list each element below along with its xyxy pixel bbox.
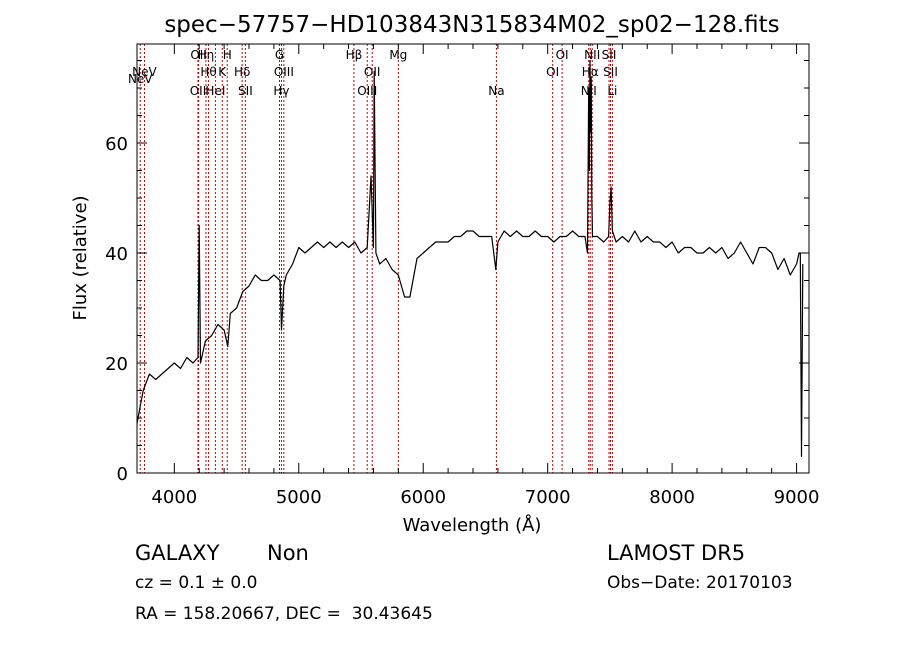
emission-line-labels: NeVNeVOIIOIIHηHθHeIKHHδSIIGHγOIIIHβOIIIO… (128, 48, 618, 98)
line-label: OIII (357, 84, 377, 98)
x-axis-ticks: 4000 5000 6000 7000 8000 9000 (151, 44, 819, 508)
line-label: HeI (205, 84, 225, 98)
line-label: OII (364, 65, 381, 79)
spectrum-series (136, 59, 804, 458)
line-label: NeV (132, 65, 157, 79)
line-label: Hθ (200, 65, 216, 79)
object-subclass: Non (267, 541, 309, 565)
line-label: OIII (274, 65, 294, 79)
object-class: GALAXY (135, 541, 220, 565)
line-label: K (218, 65, 227, 79)
spectrum-line (136, 59, 804, 458)
line-label: SII (602, 48, 617, 62)
line-label: Hδ (234, 65, 250, 79)
x-tick-label: 6000 (400, 487, 446, 508)
line-label: Li (607, 84, 617, 98)
line-label: Hη (198, 48, 215, 62)
y-tick-label: 0 (117, 464, 128, 485)
line-label: OII (190, 48, 207, 62)
survey-name: LAMOST DR5 (607, 541, 746, 565)
line-label: Na (488, 84, 504, 98)
x-tick-label: 5000 (276, 487, 322, 508)
x-axis-label: Wavelength (Å) (403, 514, 542, 536)
y-axis-ticks: 0 20 40 60 (105, 60, 809, 485)
chart-title: spec−57757−HD103843N315834M02_sp02−128.f… (164, 12, 779, 38)
redshift-text: cz = 0.1 ± 0.0 (135, 573, 258, 593)
y-tick-label: 20 (105, 354, 128, 375)
coordinates-text: RA = 158.20667, DEC = 30.43645 (135, 604, 433, 624)
line-label: Hβ (346, 48, 363, 62)
line-label: NeV (128, 72, 153, 86)
line-label: H (223, 48, 232, 62)
line-label: SII (238, 84, 253, 98)
x-tick-label: 7000 (525, 487, 571, 508)
line-label: Hγ (273, 84, 289, 98)
line-label: Mg (389, 48, 407, 62)
y-tick-label: 60 (105, 134, 128, 155)
line-label: OI (556, 48, 569, 62)
observation-date: Obs−Date: 20170103 (607, 573, 793, 593)
x-tick-label: 9000 (774, 487, 820, 508)
y-tick-label: 40 (105, 244, 128, 265)
line-label: OII (190, 84, 207, 98)
y-axis-label: Flux (relative) (70, 195, 91, 320)
x-tick-label: 4000 (151, 487, 197, 508)
line-label: G (275, 48, 284, 62)
emission-line-markers (139, 44, 613, 473)
line-label: SII (603, 65, 618, 79)
line-label: OI (546, 65, 559, 79)
line-label: NII (584, 48, 600, 62)
plot-frame (136, 43, 810, 474)
x-tick-label: 8000 (649, 487, 695, 508)
